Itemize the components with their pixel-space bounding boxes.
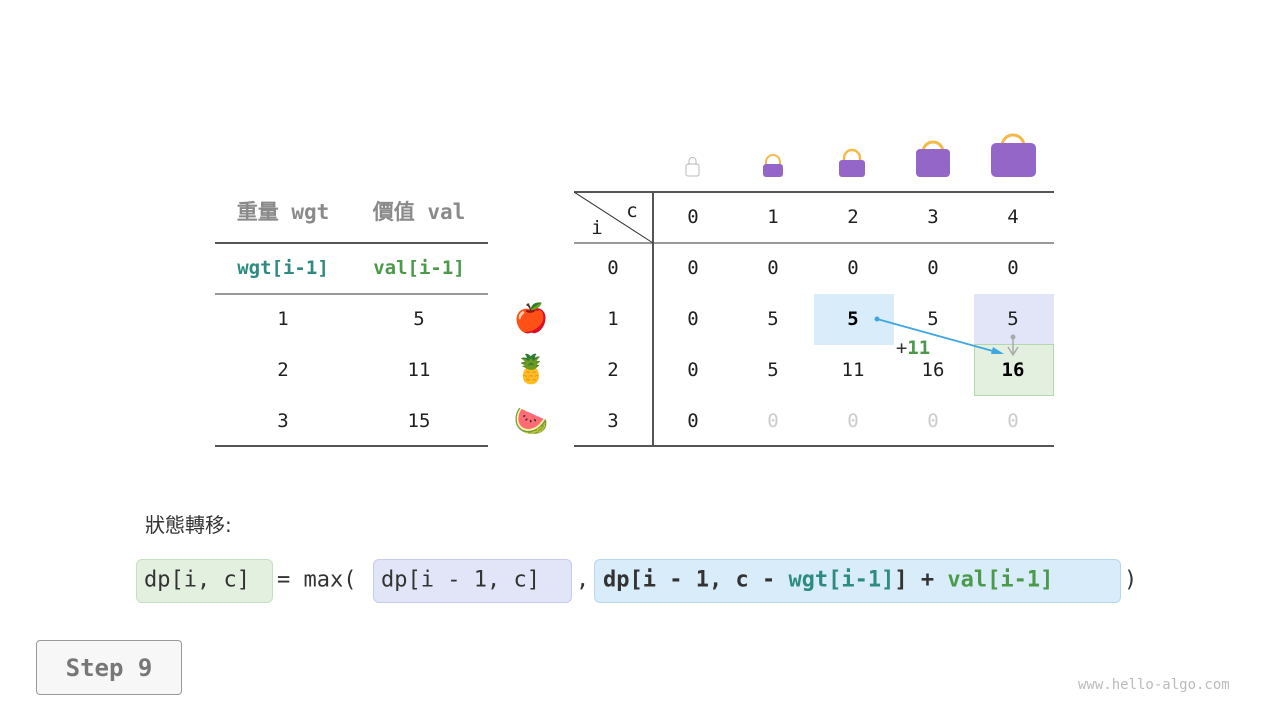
val-2: 11 xyxy=(407,359,431,381)
watermelon-icon: 🍉 xyxy=(513,405,549,437)
bag-icon-1 xyxy=(763,154,783,177)
dp-cell: 5 xyxy=(767,359,779,381)
val-3: 15 xyxy=(407,410,431,432)
subheader-val: val[i-1] xyxy=(373,257,465,279)
dp-cell: 0 xyxy=(1007,257,1019,279)
formula-arg2: dp[i - 1, c - wgt[i-1]] + val[i-1] xyxy=(603,567,1054,593)
row-label: 3 xyxy=(607,410,619,432)
val-1: 5 xyxy=(413,308,425,330)
corner-c-label: c xyxy=(626,200,638,222)
dp-cell: 0 xyxy=(687,410,699,432)
bag-icon-2 xyxy=(839,148,865,177)
dp-cell: 0 xyxy=(927,410,939,432)
apple-icon: 🍎 xyxy=(513,302,549,334)
wgt-3: 3 xyxy=(277,410,289,432)
bag-icon-empty xyxy=(685,157,700,177)
arg1-box xyxy=(373,559,572,603)
dp-cell: 0 xyxy=(927,257,939,279)
dp-cell: 11 xyxy=(841,359,865,381)
dp-cell: 0 xyxy=(687,359,699,381)
corner-diagonal xyxy=(574,192,654,244)
bag-icon-3 xyxy=(916,140,950,177)
dp-cell: 0 xyxy=(1007,410,1019,432)
formula-max: = max( xyxy=(277,567,357,593)
dp-cell: 5 xyxy=(847,308,859,330)
formula-title: 狀態轉移: xyxy=(145,513,232,537)
plus-value-label: +11 xyxy=(895,337,931,359)
bag-icon-4 xyxy=(991,133,1036,177)
row-label: 1 xyxy=(607,308,619,330)
dp-cell: 0 xyxy=(687,257,699,279)
pineapple-icon: 🍍 xyxy=(513,353,549,385)
formula-lhs: dp[i, c] xyxy=(144,567,250,593)
lhs-box xyxy=(136,559,273,603)
col-header: 3 xyxy=(927,206,939,228)
col-header: 4 xyxy=(1007,206,1019,228)
formula-comma: , xyxy=(576,567,590,593)
col-header: 0 xyxy=(687,206,699,228)
dp-cell: 0 xyxy=(767,410,779,432)
dp-cell: 0 xyxy=(847,257,859,279)
dp-cell: 5 xyxy=(767,308,779,330)
corner-i-label: i xyxy=(591,217,603,239)
step-button[interactable]: Step 9 xyxy=(36,640,182,695)
subheader-wgt: wgt[i-1] xyxy=(237,257,329,279)
formula-arg1: dp[i - 1, c] xyxy=(381,567,540,593)
dp-cell: 16 xyxy=(1001,359,1025,381)
formula-close: ) xyxy=(1124,567,1138,593)
wgt-1: 1 xyxy=(277,308,289,330)
arg2-box xyxy=(594,559,1121,603)
dp-cell: 0 xyxy=(767,257,779,279)
wgt-2: 2 xyxy=(277,359,289,381)
col-header: 1 xyxy=(767,206,779,228)
dp-cell: 5 xyxy=(927,308,939,330)
watermark: www.hello-algo.com xyxy=(1078,677,1230,693)
dp-cell: 0 xyxy=(687,308,699,330)
dp-cell: 16 xyxy=(921,359,945,381)
bag-icons xyxy=(685,133,1036,177)
dp-cell: 5 xyxy=(1007,308,1019,330)
row-label: 0 xyxy=(607,257,619,279)
header-weight: 重量 wgt xyxy=(236,200,330,224)
header-value: 價值 val xyxy=(372,200,466,224)
dp-cell: 0 xyxy=(847,410,859,432)
row-label: 2 xyxy=(607,359,619,381)
col-header: 2 xyxy=(847,206,859,228)
